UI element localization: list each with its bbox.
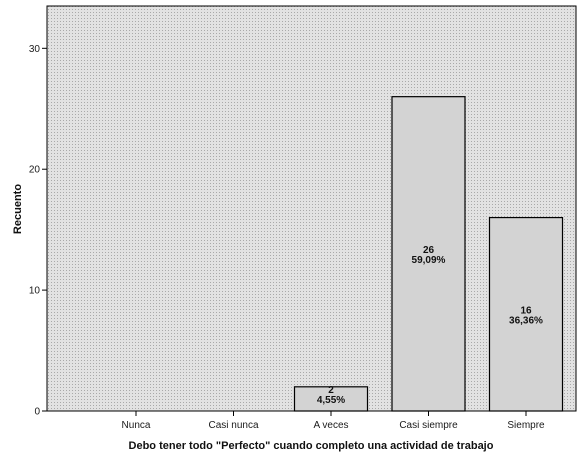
x-tick-label: Casi siempre bbox=[399, 420, 458, 431]
y-tick-label: 0 bbox=[34, 407, 40, 418]
x-tick-label: A veces bbox=[313, 420, 348, 431]
x-tick-label: Nunca bbox=[122, 420, 151, 431]
y-axis-title: Recuento bbox=[12, 184, 24, 234]
x-axis: Nunca Casi nunca A veces Casi siempre Siempr… bbox=[122, 411, 545, 431]
data-label-count: 2 bbox=[328, 385, 334, 396]
plot-area bbox=[46, 5, 577, 412]
y-axis: 0 10 20 30 bbox=[29, 44, 47, 418]
x-axis-title: Debo tener todo "Perfecto" cuando comple… bbox=[129, 440, 494, 452]
y-tick-label: 20 bbox=[29, 165, 41, 176]
x-tick-label: Siempre bbox=[507, 420, 545, 431]
bar-siempre bbox=[488, 216, 564, 412]
bar-a-veces bbox=[293, 386, 369, 412]
data-label-count: 26 bbox=[423, 245, 435, 256]
data-label-percent: 4,55% bbox=[317, 395, 345, 406]
x-tick-label: Casi nunca bbox=[208, 420, 258, 431]
y-tick-label: 30 bbox=[29, 44, 41, 55]
data-label-percent: 59,09% bbox=[412, 255, 446, 266]
data-label-percent: 36,36% bbox=[509, 315, 543, 326]
y-tick-label: 10 bbox=[29, 286, 41, 297]
data-label-count: 16 bbox=[520, 305, 532, 316]
